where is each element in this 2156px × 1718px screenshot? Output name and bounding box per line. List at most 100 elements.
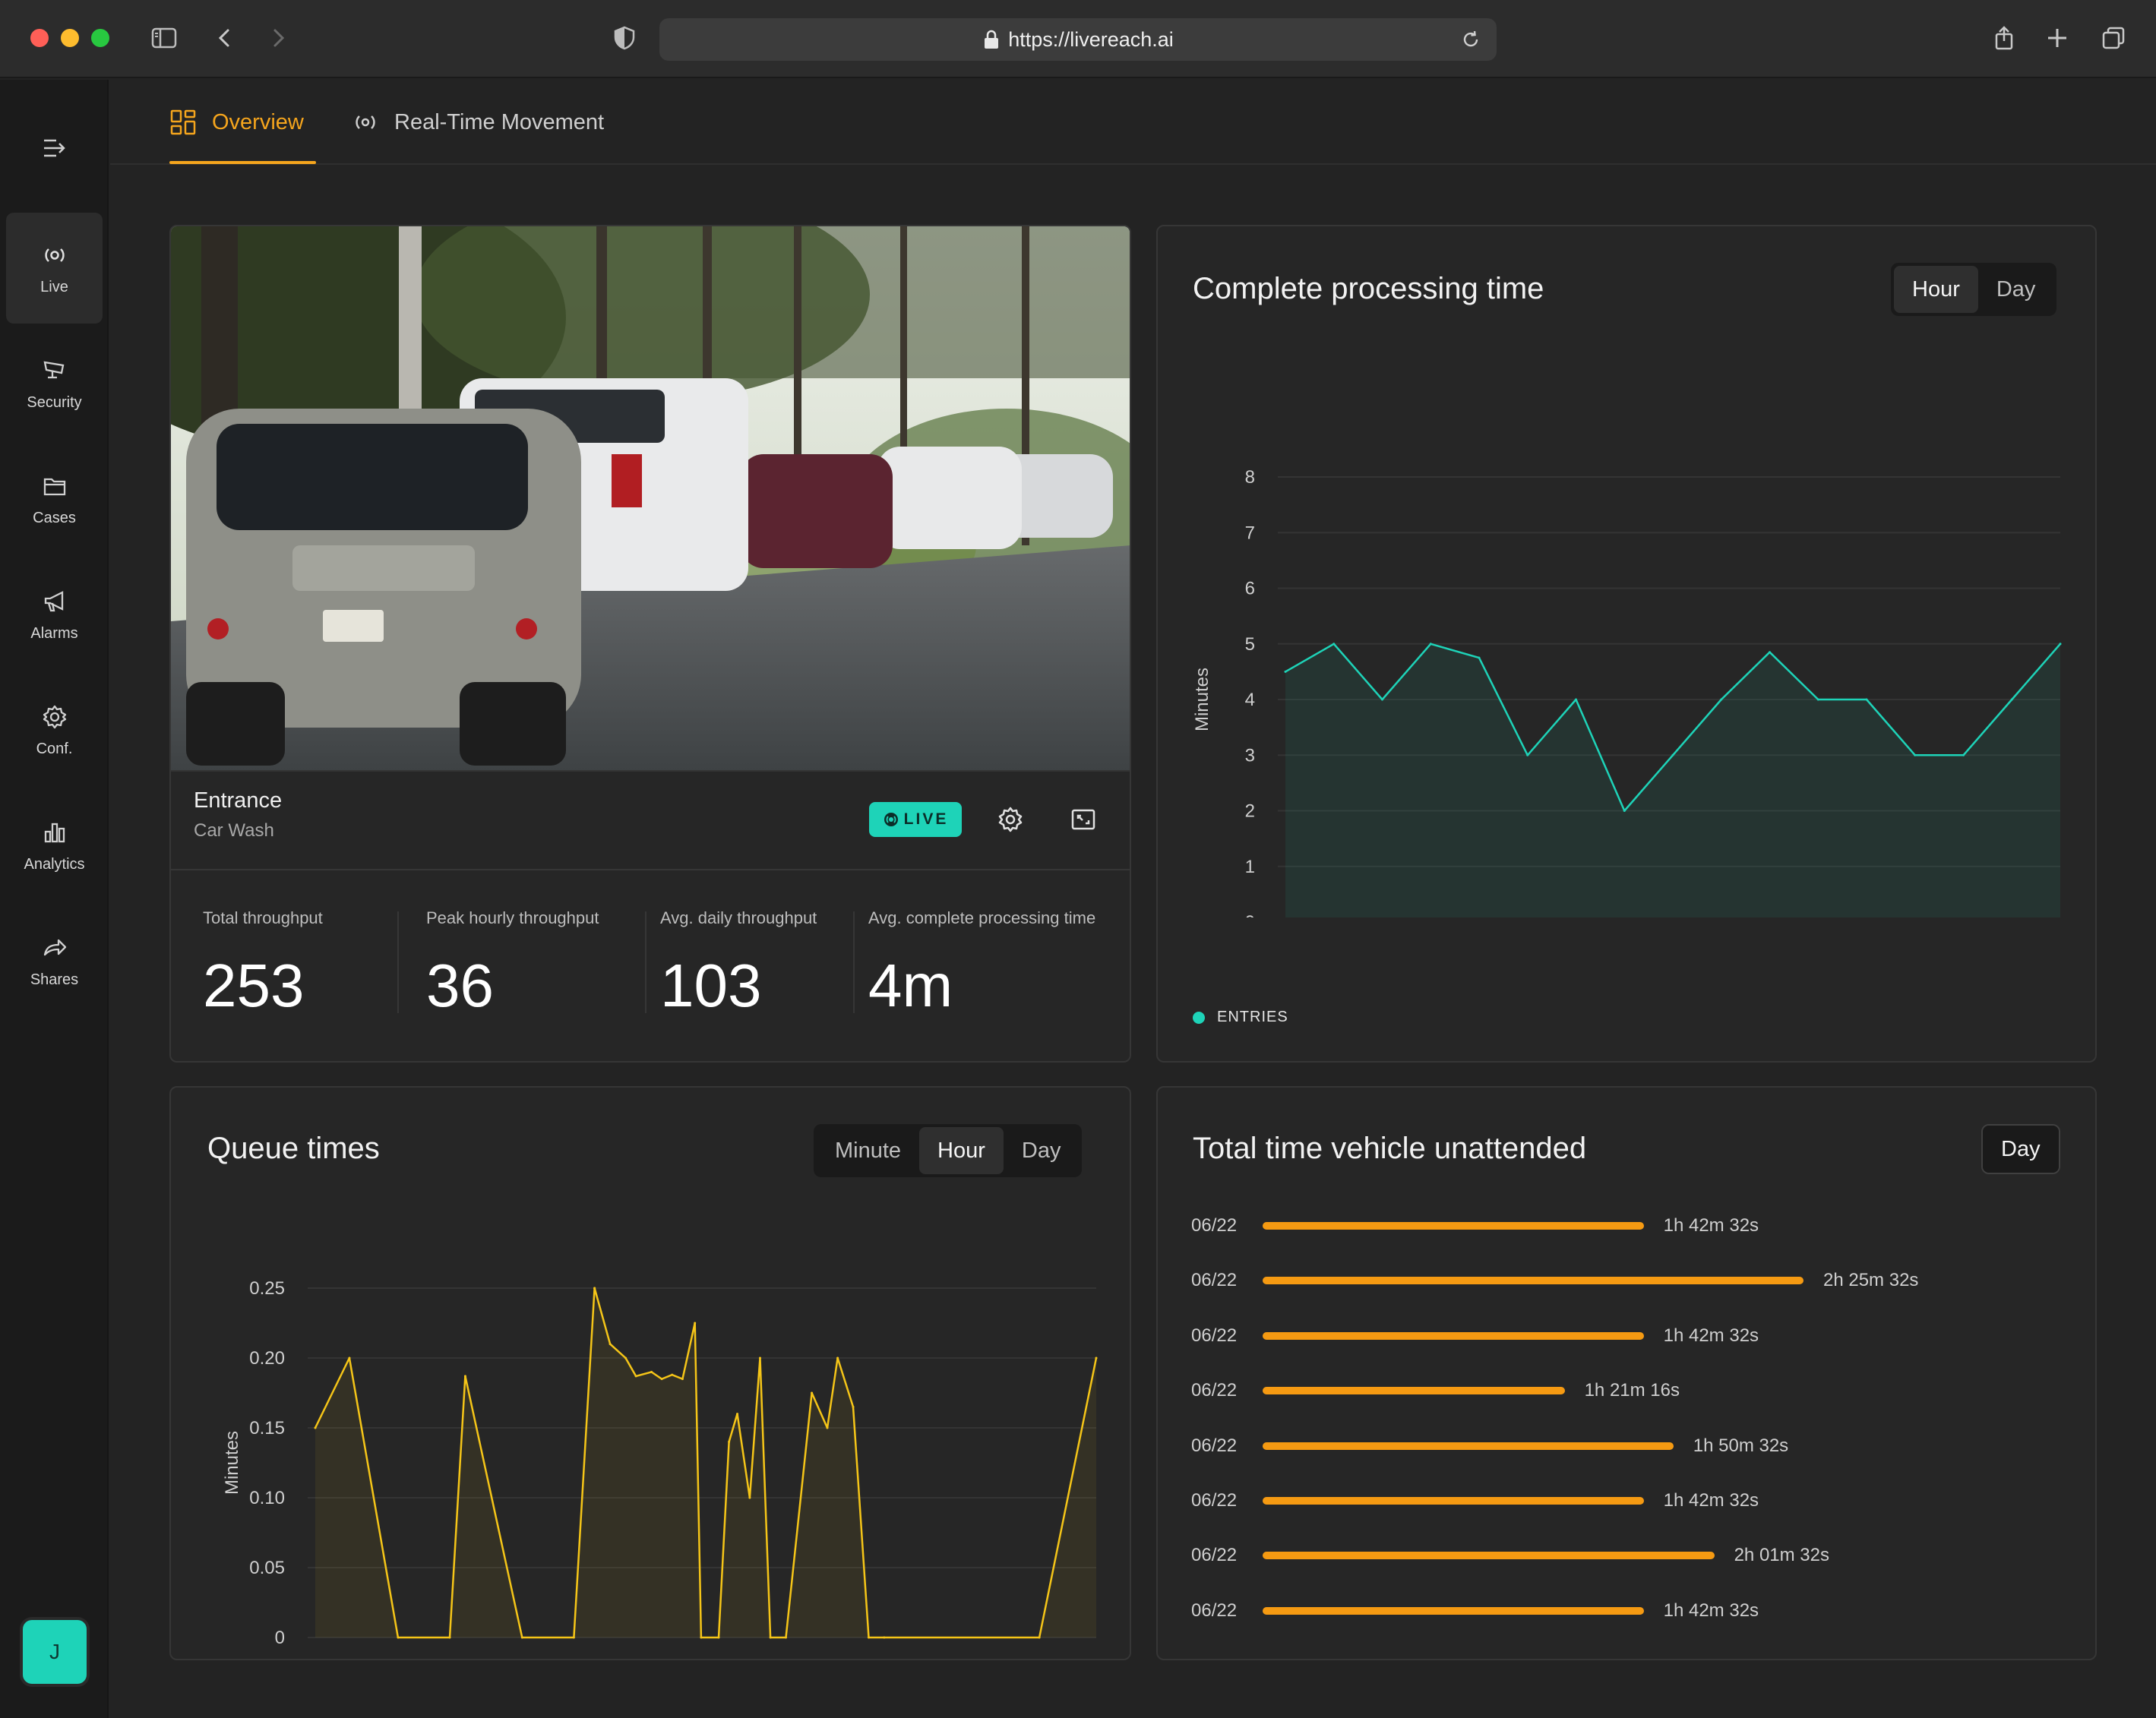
stat-label: Avg. complete processing time: [868, 908, 1096, 927]
address-bar[interactable]: https://livereach.ai: [659, 18, 1497, 61]
sidebar-item-analytics[interactable]: Analytics: [6, 790, 103, 901]
minimize-window-button[interactable]: [61, 29, 79, 47]
data-point: [748, 1496, 751, 1499]
data-point: [700, 1636, 703, 1639]
toggle-minute[interactable]: Minute: [835, 1138, 902, 1163]
duration-bar: [1263, 1552, 1715, 1560]
data-point: [785, 1636, 788, 1639]
data-point: [520, 1636, 523, 1639]
sidebar-item-label: Analytics: [24, 855, 85, 873]
row-date: 06/22: [1191, 1325, 1238, 1346]
toggle-day[interactable]: Day: [1996, 276, 2036, 302]
unattended-row: 06/22 2h 01m 32s: [1191, 1540, 1829, 1571]
data-point: [397, 1636, 400, 1639]
duration-bar: [1263, 1277, 1804, 1285]
sidebar-item-live[interactable]: Live: [6, 213, 103, 324]
stat-total-throughput: Total throughput 253: [203, 908, 323, 1021]
data-point: [769, 1636, 772, 1639]
live-badge[interactable]: LIVE: [869, 802, 962, 837]
sidebar-item-alarms[interactable]: Alarms: [6, 559, 103, 670]
toggle-day[interactable]: Day: [1021, 1138, 1061, 1163]
queue-times-card: Queue times Minute Hour Day 0 0.05 0.10 0.1…: [169, 1086, 1131, 1660]
expand-menu-icon[interactable]: [40, 133, 70, 163]
data-point: [660, 1378, 663, 1381]
sidebar-item-cases[interactable]: Cases: [6, 444, 103, 554]
stat-peak-hourly-throughput: Peak hourly throughput 36: [426, 908, 599, 1021]
camera-settings-icon[interactable]: [996, 805, 1025, 834]
toggle-day[interactable]: Day: [1983, 1126, 2059, 1173]
data-point: [836, 1356, 839, 1360]
sidebar-item-shares[interactable]: Shares: [6, 905, 103, 1016]
sidebar-item-label: Cases: [33, 509, 76, 526]
stat-value: 253: [203, 952, 305, 1019]
share-page-icon[interactable]: [1989, 23, 2019, 53]
duration-label: 1h 42m 32s: [1663, 1215, 1759, 1236]
forward-icon[interactable]: [263, 23, 293, 53]
sidebar-item-conf[interactable]: Conf.: [6, 674, 103, 785]
live-badge-label: LIVE: [903, 810, 949, 828]
processing-range-toggle: Hour Day: [1891, 263, 2057, 316]
processing-time-card: Complete processing time Hour Day 0 1 2 3 4 5…: [1156, 225, 2097, 1063]
sidebar-toggle-icon[interactable]: [149, 23, 179, 53]
tab-real-time-movement[interactable]: Real-Time Movement: [352, 80, 604, 165]
y-axis-label: Minutes: [222, 1431, 242, 1495]
y-tick-label: 0: [275, 1628, 285, 1648]
y-tick-label: 7: [1245, 523, 1255, 543]
url-text: https://livereach.ai: [1008, 27, 1174, 51]
y-tick-label: 5: [1245, 634, 1255, 655]
duration-label: 2h 25m 32s: [1823, 1270, 1919, 1291]
camera-feed[interactable]: [171, 226, 1130, 772]
data-point: [2010, 698, 2013, 701]
new-tab-icon[interactable]: [2042, 23, 2072, 53]
data-point: [572, 1636, 575, 1639]
tab-overview[interactable]: Overview: [169, 80, 304, 165]
duration-label: 1h 42m 32s: [1663, 1600, 1759, 1621]
close-window-button[interactable]: [30, 29, 49, 47]
legend-swatch: [1193, 1011, 1205, 1024]
data-point: [728, 1440, 731, 1443]
camera-name: Entrance: [194, 788, 283, 813]
data-point: [883, 1636, 886, 1639]
reload-icon[interactable]: [1460, 29, 1481, 50]
tab-overview-icon[interactable]: [2098, 23, 2129, 53]
stat-label: Total throughput: [203, 908, 323, 927]
data-point: [463, 1375, 466, 1378]
data-point: [1671, 753, 1674, 756]
divider: [397, 911, 399, 1013]
data-point: [717, 1636, 720, 1639]
avatar[interactable]: J: [23, 1620, 87, 1684]
y-tick-label: 0: [1245, 912, 1255, 917]
stat-value: 103: [660, 952, 762, 1019]
y-tick-label: 4: [1245, 690, 1255, 710]
shield-icon[interactable]: [609, 23, 640, 53]
row-date: 06/22: [1191, 1380, 1238, 1401]
unattended-row: 06/22 1h 42m 32s: [1191, 1321, 1759, 1351]
duration-label: 1h 50m 32s: [1693, 1435, 1789, 1456]
data-point: [1381, 698, 1383, 701]
data-point: [1429, 643, 1432, 646]
duration-bar: [1263, 1606, 1644, 1615]
camera-location: Car Wash: [194, 820, 274, 841]
fullscreen-icon[interactable]: [1069, 805, 1098, 834]
toggle-hour[interactable]: Hour: [919, 1127, 1004, 1174]
toggle-hour[interactable]: Hour: [1894, 266, 1978, 313]
data-point: [2059, 643, 2062, 646]
chart-legend: ENTRIES: [1193, 1009, 1288, 1026]
zoom-window-button[interactable]: [91, 29, 109, 47]
sidebar-item-label: Shares: [30, 971, 79, 988]
y-tick-label: 1: [1245, 857, 1255, 877]
series-area: [315, 1288, 1096, 1637]
stat-label: Peak hourly throughput: [426, 908, 599, 927]
data-point: [1962, 753, 1965, 756]
divider: [853, 911, 855, 1013]
sidebar-item-label: Conf.: [36, 740, 73, 757]
broadcast-icon: [44, 248, 65, 262]
data-point: [1478, 656, 1481, 659]
broadcast-icon: [884, 813, 898, 826]
duration-label: 1h 42m 32s: [1663, 1325, 1759, 1346]
back-icon[interactable]: [210, 23, 240, 53]
data-point: [1038, 1636, 1041, 1639]
sidebar-item-security[interactable]: Security: [6, 328, 103, 439]
stat-value: 4m: [868, 952, 953, 1019]
data-point: [650, 1370, 653, 1373]
